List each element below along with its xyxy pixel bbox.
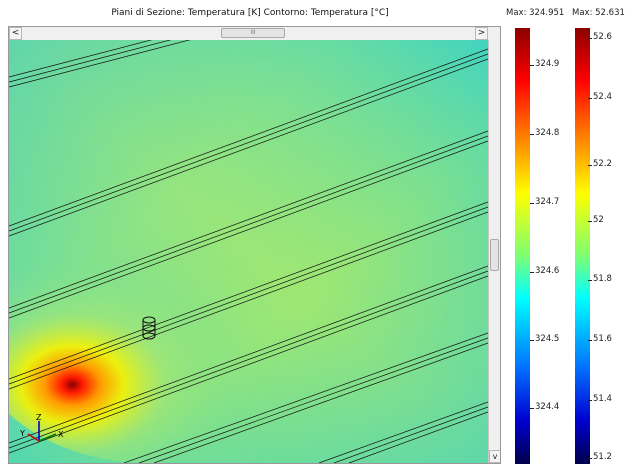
tick-label: 51.8 bbox=[588, 274, 612, 284]
axis-triad-icon: Z X Y bbox=[19, 413, 64, 442]
tick-label: 51.4 bbox=[588, 394, 612, 404]
colorbar-right-max-label: Max: 52.631 bbox=[572, 8, 625, 18]
tick-label: 324.6 bbox=[529, 266, 560, 276]
tick-label: 52.2 bbox=[588, 159, 612, 169]
plot-title: Piani di Sezione: Temperatura [K] Contor… bbox=[111, 8, 389, 18]
axis-z-label: Z bbox=[36, 413, 42, 422]
colorbar-left bbox=[515, 28, 530, 464]
colorbar-left-ticks: 324.9 324.8 324.7 324.6 324.5 324.4 bbox=[529, 28, 575, 464]
horizontal-scrollbar[interactable]: < III > bbox=[9, 27, 500, 41]
heat-source-cylinder bbox=[142, 316, 156, 340]
tick-label: 324.9 bbox=[529, 59, 560, 69]
tick-label: 324.8 bbox=[529, 128, 560, 138]
temperature-slice-plot[interactable]: Z X Y bbox=[9, 40, 488, 463]
tick-label: 324.5 bbox=[529, 334, 560, 344]
scroll-left-button[interactable]: < bbox=[9, 27, 22, 40]
tick-label: 52 bbox=[588, 215, 604, 225]
tick-label: 51.2 bbox=[588, 452, 612, 462]
tick-label: 324.4 bbox=[529, 402, 560, 412]
tick-label: 52.6 bbox=[588, 32, 612, 42]
tick-label: 324.7 bbox=[529, 197, 560, 207]
tick-label: 52.4 bbox=[588, 92, 612, 102]
scroll-down-button[interactable]: v bbox=[489, 450, 500, 463]
vertical-scroll-thumb[interactable] bbox=[490, 239, 499, 271]
colorbar-left-max-label: Max: 324.951 bbox=[506, 8, 565, 18]
colorbar-right bbox=[575, 28, 590, 464]
tick-label: 51.6 bbox=[588, 334, 612, 344]
horizontal-scroll-thumb[interactable]: III bbox=[221, 28, 285, 38]
axis-y-label: Y bbox=[19, 429, 25, 438]
axis-x-label: X bbox=[58, 430, 64, 439]
colorbar-right-ticks: 52.6 52.4 52.2 52 51.8 51.6 51.4 51.2 bbox=[588, 28, 626, 464]
scroll-right-button[interactable]: > bbox=[475, 27, 488, 40]
graphics-window[interactable]: < III > bbox=[8, 26, 501, 464]
vertical-scrollbar[interactable]: v bbox=[488, 40, 500, 463]
